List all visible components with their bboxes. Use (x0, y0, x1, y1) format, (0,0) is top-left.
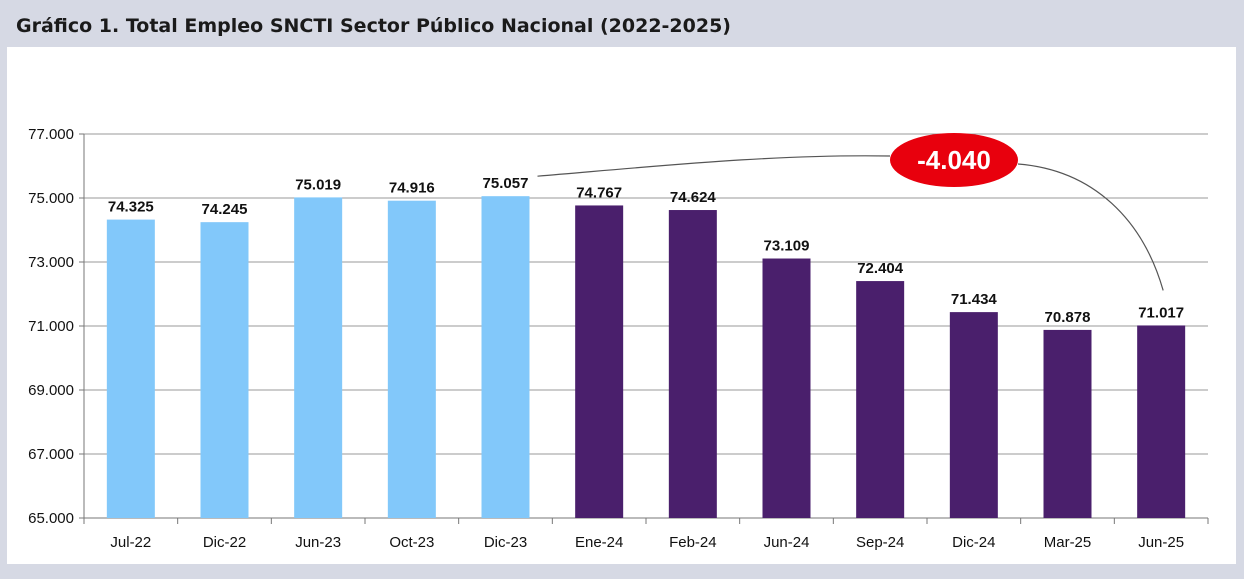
data-label: 71.434 (951, 291, 998, 308)
bar-jun-25 (1137, 325, 1186, 518)
y-tick-label: 77.000 (28, 126, 74, 143)
data-label: 75.057 (483, 175, 529, 192)
x-tick-label: Ene-24 (575, 534, 623, 551)
y-tick-label: 75.000 (28, 190, 74, 207)
data-label: 71.017 (1138, 304, 1184, 321)
data-label: 75.019 (295, 176, 341, 193)
bar-jul-22 (106, 219, 155, 518)
data-label: 74.245 (202, 201, 248, 218)
bar-dic-22 (200, 222, 249, 518)
annotation-connector-left (537, 155, 891, 177)
data-label: 74.325 (108, 199, 154, 216)
x-tick-label: Dic-22 (203, 534, 246, 551)
x-tick-label: Dic-23 (484, 534, 527, 551)
x-tick-label: Jun-24 (764, 534, 810, 551)
y-tick-label: 65.000 (28, 510, 74, 527)
data-label: 74.624 (670, 189, 717, 206)
difference-badge-label: -4.040 (917, 145, 991, 175)
data-label: 73.109 (764, 238, 810, 255)
difference-badge (890, 133, 1018, 187)
x-tick-label: Oct-23 (389, 534, 434, 551)
bar-jun-24 (762, 258, 811, 518)
data-label: 70.878 (1045, 309, 1091, 326)
data-label: 72.404 (857, 260, 904, 277)
bar-dic-23 (481, 196, 530, 518)
x-tick-label: Jun-23 (295, 534, 341, 551)
x-tick-label: Mar-25 (1044, 534, 1092, 551)
y-tick-label: 73.000 (28, 254, 74, 271)
x-tick-label: Jul-22 (110, 534, 151, 551)
y-tick-label: 69.000 (28, 382, 74, 399)
bar-oct-23 (387, 200, 436, 519)
x-tick-label: Feb-24 (669, 534, 717, 551)
bar-feb-24 (668, 210, 717, 519)
x-tick-label: Dic-24 (952, 534, 995, 551)
title-bar: Gráfico 1. Total Empleo SNCTI Sector Púb… (0, 0, 1244, 46)
bar-mar-25 (1043, 329, 1092, 518)
x-tick-label: Sep-24 (856, 534, 904, 551)
data-label: 74.916 (389, 180, 435, 197)
bar-sep-24 (856, 281, 905, 518)
x-tick-label: Jun-25 (1138, 534, 1184, 551)
bar-ene-24 (575, 205, 624, 518)
annotation-connector-right (1017, 163, 1164, 291)
bar-jun-23 (294, 197, 343, 518)
data-label: 74.767 (576, 184, 622, 201)
chart-title: Gráfico 1. Total Empleo SNCTI Sector Púb… (16, 15, 731, 37)
y-tick-label: 67.000 (28, 446, 74, 463)
y-tick-label: 71.000 (28, 318, 74, 335)
bar-dic-24 (949, 312, 998, 518)
